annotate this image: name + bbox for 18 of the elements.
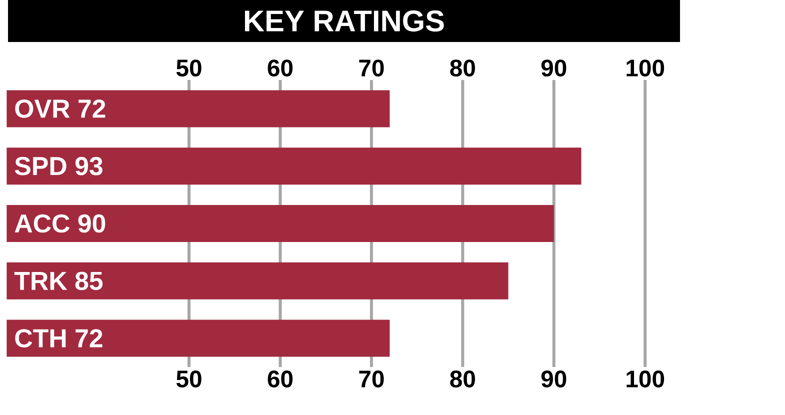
x-tick-label: 50: [176, 60, 202, 76]
x-tick-label: 80: [450, 60, 475, 76]
y-tick-label: OVR 72: [15, 100, 106, 118]
chart-title: KEY RATINGS: [244, 10, 444, 32]
x2-tick-label: 70: [359, 370, 384, 388]
x2-tick-label: 90: [541, 370, 566, 388]
x-tick-label: 70: [359, 60, 384, 76]
x-tick-label: 90: [541, 60, 566, 76]
x2-tick-label: 80: [450, 370, 475, 388]
y-tick-label: CTH 72: [15, 329, 102, 348]
y-tick-label: SPD 93: [14, 156, 102, 176]
y-tick-label: ACC 90: [14, 214, 106, 233]
x2-tick-label: 60: [268, 370, 293, 388]
x2-tick-label: 50: [176, 370, 202, 388]
x-tick-label: 60: [268, 60, 293, 76]
x-tick-label: 100: [626, 60, 664, 76]
y-tick-label: TRK 85: [14, 272, 103, 290]
x2-tick-label: 100: [626, 370, 664, 388]
